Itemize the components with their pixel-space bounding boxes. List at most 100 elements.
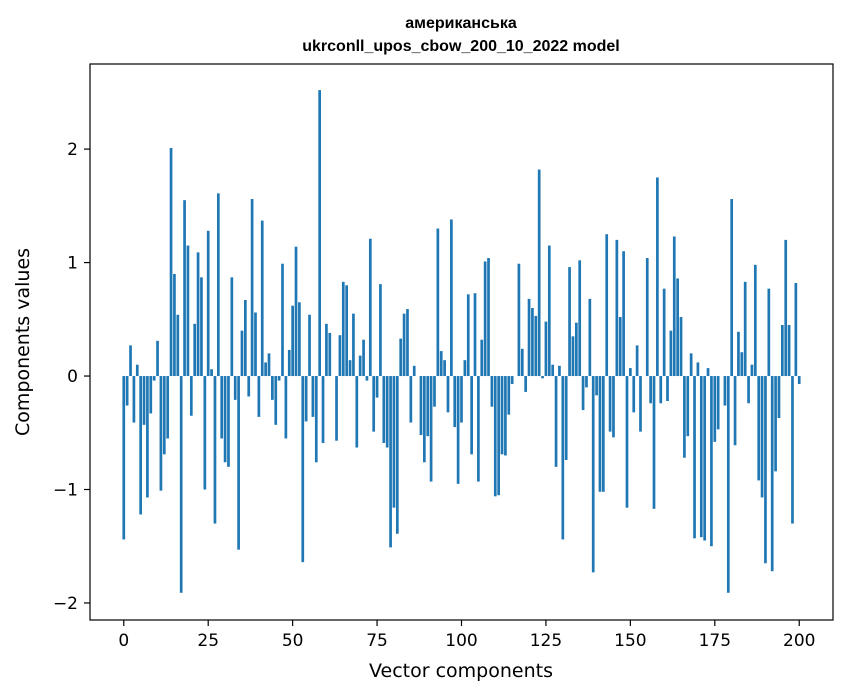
bar-197 xyxy=(787,324,791,377)
x-tick-label: 150 xyxy=(614,631,646,651)
bar-109 xyxy=(490,376,494,407)
bar-102 xyxy=(466,294,470,377)
bar-54 xyxy=(304,376,308,422)
bar-126 xyxy=(547,245,551,377)
bar-41 xyxy=(260,220,264,377)
bar-144 xyxy=(608,376,612,432)
bar-96 xyxy=(446,376,450,413)
x-tick-label: 200 xyxy=(783,631,815,651)
bar-47 xyxy=(281,263,284,377)
bar-189 xyxy=(760,376,764,498)
chart-title-line-1: американська xyxy=(405,15,517,32)
bar-75 xyxy=(375,376,379,398)
y-axis-label: Components values xyxy=(12,248,34,436)
bar-34 xyxy=(237,376,240,550)
y-axis-ticks: −2 −1 0 1 2 xyxy=(53,140,90,614)
bar-85 xyxy=(409,376,413,423)
bar-178 xyxy=(723,376,727,406)
bar-112 xyxy=(500,376,504,455)
bar-138 xyxy=(588,298,592,377)
bar-17 xyxy=(179,376,183,593)
bar-163 xyxy=(672,236,676,377)
bar-157 xyxy=(652,376,656,509)
bar-2 xyxy=(129,345,132,377)
bar-56 xyxy=(311,376,315,417)
bar-115 xyxy=(510,376,514,384)
bar-158 xyxy=(656,177,659,377)
bar-161 xyxy=(666,376,669,401)
bar-39 xyxy=(254,312,257,377)
bar-90 xyxy=(426,376,430,437)
bar-59 xyxy=(321,376,325,443)
bar-78 xyxy=(385,376,389,448)
bar-98 xyxy=(453,376,457,428)
y-tick-label: −1 xyxy=(53,481,78,501)
bar-28 xyxy=(216,193,220,377)
bar-129 xyxy=(558,365,561,377)
bar-53 xyxy=(301,376,305,563)
bar-5 xyxy=(139,376,143,515)
bar-45 xyxy=(274,376,278,425)
bar-73 xyxy=(368,238,372,377)
bar-179 xyxy=(726,376,730,593)
bar-92 xyxy=(433,376,436,407)
bar-80 xyxy=(392,376,396,508)
bar-104 xyxy=(473,293,477,377)
bar-23 xyxy=(200,277,203,377)
bar-165 xyxy=(679,317,683,377)
bar-190 xyxy=(764,376,767,564)
bar-6 xyxy=(142,376,146,425)
x-tick-label: 0 xyxy=(118,631,129,651)
bar-44 xyxy=(271,376,274,400)
bar-167 xyxy=(686,376,690,437)
bar-97 xyxy=(450,219,453,377)
bar-134 xyxy=(574,322,578,377)
bar-141 xyxy=(598,376,602,492)
bar-91 xyxy=(429,376,433,482)
x-axis-label: Vector components xyxy=(369,660,553,682)
bar-46 xyxy=(277,376,281,381)
bar-198 xyxy=(791,376,794,524)
bar-181 xyxy=(733,376,737,446)
bar-33 xyxy=(233,376,237,400)
bar-127 xyxy=(551,364,555,377)
bar-187 xyxy=(753,264,757,377)
bar-171 xyxy=(699,376,703,538)
y-tick-label: 2 xyxy=(67,140,78,160)
bar-111 xyxy=(497,376,500,496)
bar-185 xyxy=(747,376,750,404)
bar-174 xyxy=(710,376,713,547)
bar-12 xyxy=(162,376,166,455)
bar-95 xyxy=(443,360,446,377)
bar-8 xyxy=(149,376,153,414)
bar-89 xyxy=(423,376,426,463)
bar-132 xyxy=(568,267,571,377)
bar-130 xyxy=(561,376,565,540)
bar-136 xyxy=(581,376,585,411)
bar-168 xyxy=(689,353,693,377)
bar-107 xyxy=(483,261,487,377)
bar-20 xyxy=(189,376,193,416)
bar-162 xyxy=(669,330,673,377)
bar-100 xyxy=(460,376,463,423)
bar-180 xyxy=(730,199,734,377)
bar-82 xyxy=(399,338,403,377)
bar-67 xyxy=(348,360,352,377)
bar-42 xyxy=(264,362,267,377)
bar-151 xyxy=(632,376,636,413)
bar-103 xyxy=(470,376,473,455)
bar-135 xyxy=(578,260,582,377)
bar-21 xyxy=(193,323,197,377)
bar-64 xyxy=(338,335,342,377)
bar-51 xyxy=(294,246,298,377)
bars-group xyxy=(122,90,801,593)
bar-105 xyxy=(477,376,480,482)
bar-11 xyxy=(159,376,163,491)
bar-192 xyxy=(770,376,774,572)
bar-94 xyxy=(439,351,443,377)
bar-99 xyxy=(456,376,460,484)
bar-122 xyxy=(534,315,538,377)
bar-30 xyxy=(223,376,227,463)
bar-148 xyxy=(622,251,625,377)
bar-133 xyxy=(571,336,575,377)
